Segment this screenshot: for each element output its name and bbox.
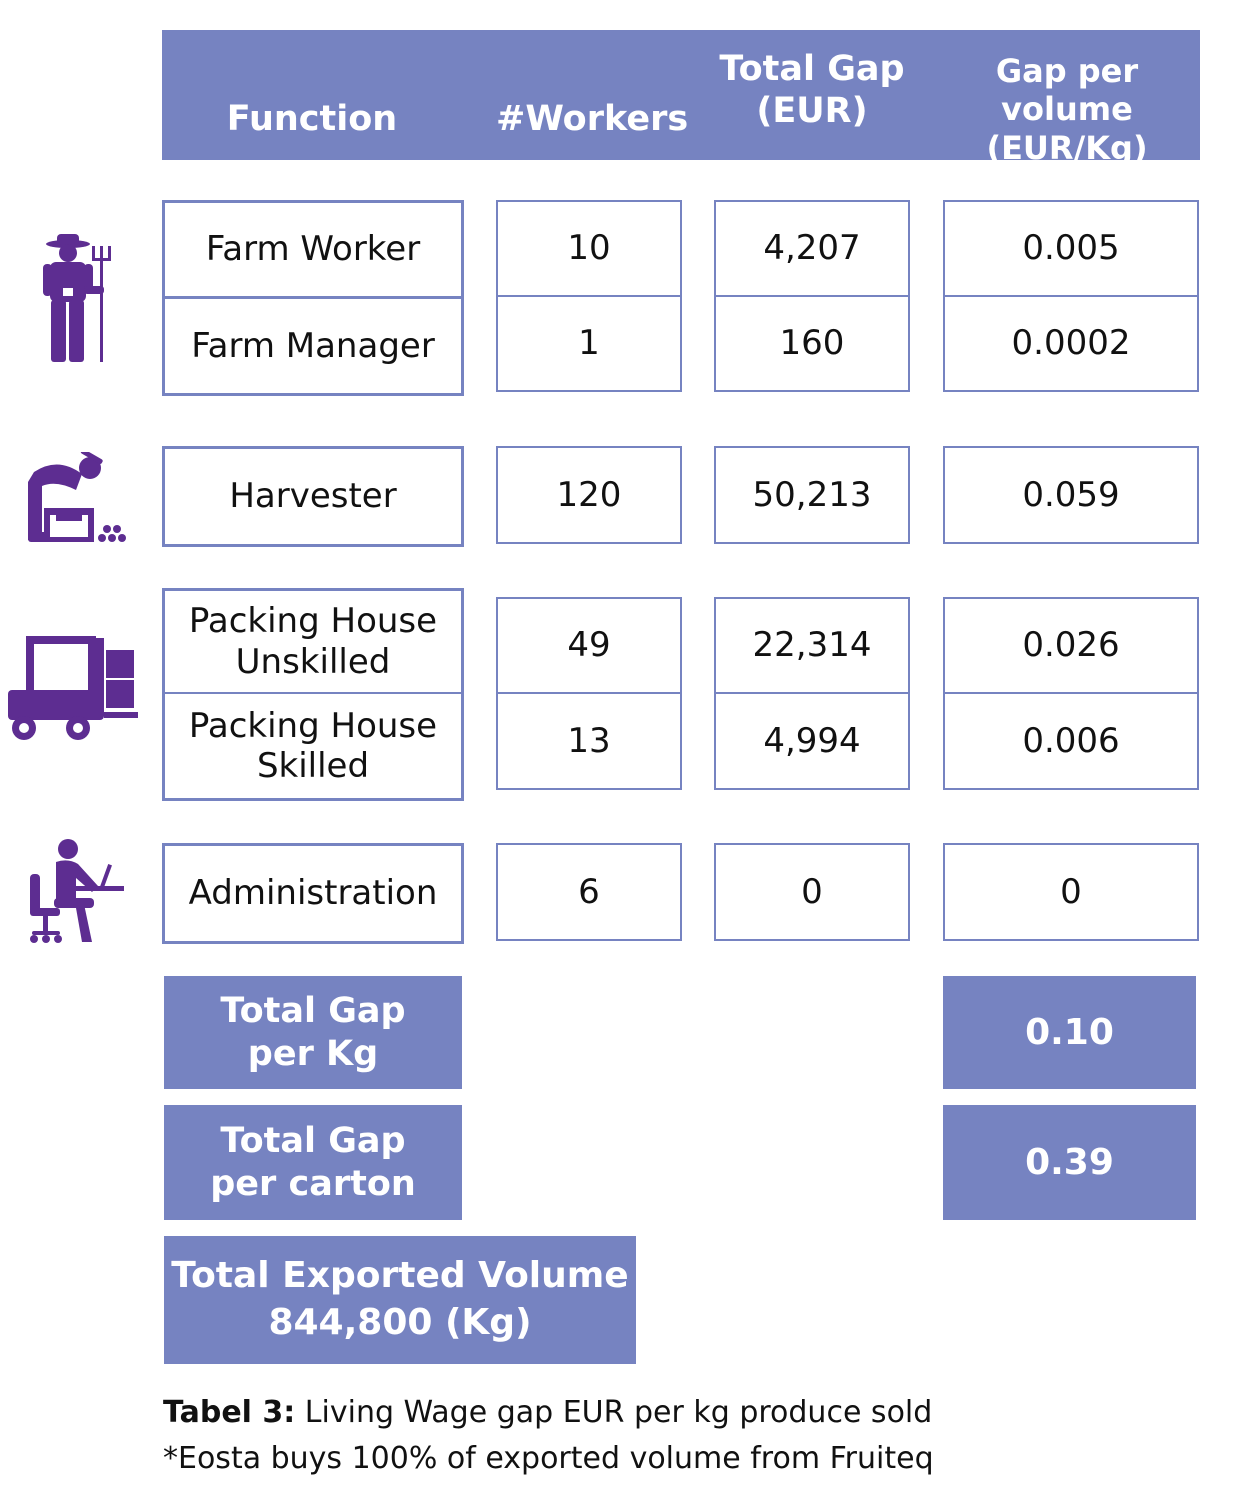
workers-farm-manager: 1 <box>496 295 682 392</box>
workers-administration: 6 <box>496 843 682 941</box>
table-header: Function #Workers Total Gap (EUR) Gap pe… <box>162 30 1200 167</box>
gap-per-volume-farm-worker: 0.005 <box>943 200 1199 297</box>
forklift-icon <box>8 636 138 740</box>
gap-per-volume-farm-manager: 0.0002 <box>943 295 1199 392</box>
gap-per-volume-packing-unskilled: 0.026 <box>943 597 1199 694</box>
total-gap-farm-worker: 4,207 <box>714 200 910 297</box>
total-gap-harvester: 50,213 <box>714 446 910 544</box>
workers-packing-unskilled: 49 <box>496 597 682 694</box>
total-gap-per-carton-value: 0.39 <box>943 1105 1196 1220</box>
office-worker-icon <box>30 839 124 943</box>
total-gap-per-kg-label: Total Gap per Kg <box>164 976 462 1089</box>
gap-per-volume-packing-skilled: 0.006 <box>943 692 1199 790</box>
function-packing-unskilled: Packing House Unskilled <box>162 588 464 694</box>
table-caption: Tabel 3: Living Wage gap EUR per kg prod… <box>163 1395 933 1430</box>
header-gap-per-volume: Gap per volume (EUR/Kg) <box>986 52 1148 167</box>
farmer-pitchfork-icon <box>43 234 111 362</box>
header-function: Function <box>226 99 398 139</box>
function-packing-skilled: Packing House Skilled <box>162 692 464 801</box>
caption-note: *Eosta buys 100% of exported volume from… <box>163 1441 934 1476</box>
header-workers: #Workers <box>496 99 689 139</box>
workers-farm-worker: 10 <box>496 200 682 297</box>
function-administration: Administration <box>162 843 464 944</box>
total-gap-farm-manager: 160 <box>714 295 910 392</box>
function-harvester: Harvester <box>162 446 464 547</box>
workers-harvester: 120 <box>496 446 682 544</box>
total-exported-volume: Total Exported Volume 844,800 (Kg) <box>164 1236 636 1364</box>
gap-per-volume-harvester: 0.059 <box>943 446 1199 544</box>
gap-per-volume-administration: 0 <box>943 843 1199 941</box>
function-farm-manager: Farm Manager <box>162 297 464 396</box>
header-total-gap: Total Gap (EUR) <box>719 49 905 131</box>
workers-packing-skilled: 13 <box>496 692 682 790</box>
total-gap-packing-unskilled: 22,314 <box>714 597 910 694</box>
harvester-icon <box>28 452 126 542</box>
total-gap-administration: 0 <box>714 843 910 941</box>
function-farm-worker: Farm Worker <box>162 200 464 298</box>
total-gap-per-kg-value: 0.10 <box>943 976 1196 1089</box>
total-gap-packing-skilled: 4,994 <box>714 692 910 790</box>
total-gap-per-carton-label: Total Gap per carton <box>164 1105 462 1220</box>
